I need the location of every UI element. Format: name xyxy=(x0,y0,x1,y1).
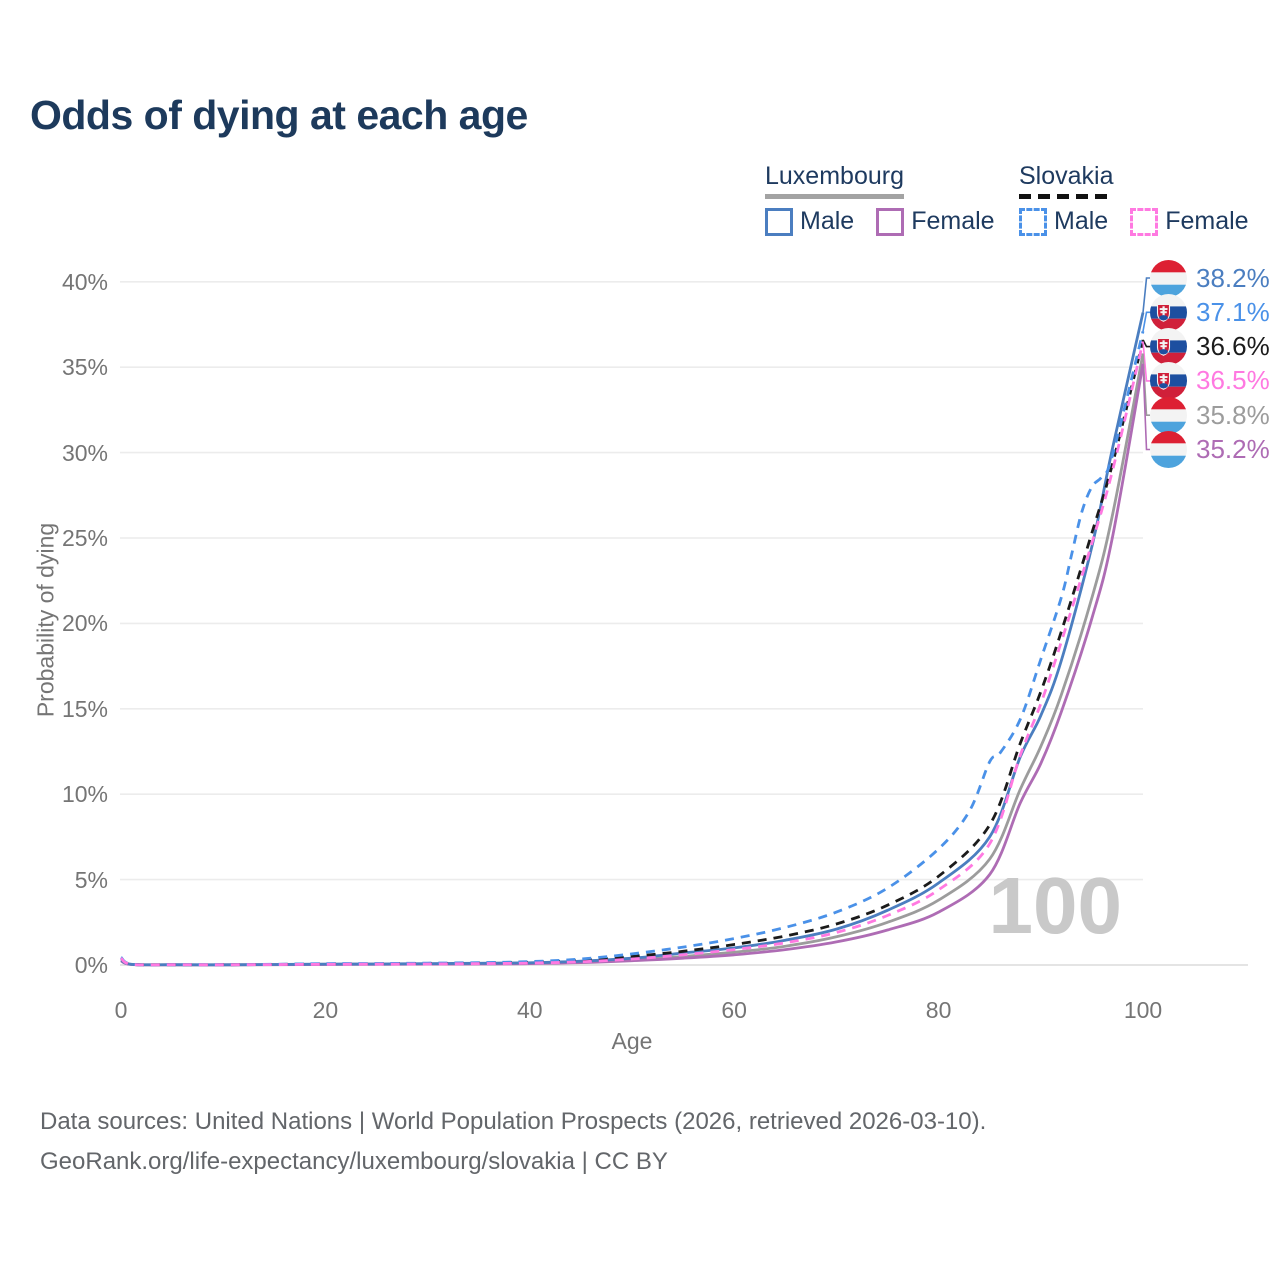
end-value: 36.5% xyxy=(1196,365,1270,396)
page-title: Odds of dying at each age xyxy=(30,92,528,138)
connector-36.6% xyxy=(1142,339,1150,348)
legend-title-luxembourg-label: Luxembourg xyxy=(765,162,904,190)
connector-38.2% xyxy=(1142,277,1150,313)
x-tick-40: 40 xyxy=(517,997,543,1023)
legend-title-luxembourg: Luxembourg xyxy=(765,162,904,199)
x-axis-title: Age xyxy=(611,1028,653,1054)
x-tick-20: 20 xyxy=(312,997,339,1023)
end-label-luxembourg-38.2%: 38.2% xyxy=(1150,259,1270,297)
end-value: 36.6% xyxy=(1196,331,1270,362)
x-tick-80: 80 xyxy=(925,997,952,1023)
end-value: 35.8% xyxy=(1196,399,1270,430)
connector-35.2% xyxy=(1142,363,1150,451)
age-watermark: 100 xyxy=(988,861,1122,950)
end-value: 37.1% xyxy=(1196,296,1270,327)
luxembourg-solid-line-swatch xyxy=(765,194,904,199)
legend-group-slovakia: Slovakia Male Female xyxy=(1019,162,1271,236)
luxembourg-flag-icon xyxy=(1150,259,1187,297)
series-line-svk-female xyxy=(120,341,1145,967)
luxembourg-female-swatch xyxy=(876,207,905,236)
legend-label-lux-female: Female xyxy=(911,207,995,235)
legend-group-luxembourg: Luxembourg Male Female xyxy=(765,162,1017,236)
end-label-luxembourg-35.2%: 35.2% xyxy=(1150,431,1270,468)
slovakia-female-swatch xyxy=(1130,207,1159,236)
gridlines xyxy=(120,280,1248,966)
y-tick-30%: 30% xyxy=(61,439,108,466)
luxembourg-flag-icon xyxy=(1150,431,1187,468)
y-tick-15%: 15% xyxy=(61,695,108,722)
slovakia-male-swatch xyxy=(1019,207,1047,236)
slovakia-dashed-line-swatch xyxy=(1019,194,1114,199)
end-label-slovakia-37.1%: 37.1% xyxy=(1150,293,1270,331)
x-tick-100: 100 xyxy=(1123,997,1163,1023)
end-value: 35.2% xyxy=(1196,434,1270,464)
legend-title-slovakia-label: Slovakia xyxy=(1019,162,1114,190)
x-tick-0: 0 xyxy=(114,997,128,1023)
end-label-slovakia-36.6%: 36.6% xyxy=(1150,328,1270,366)
y-tick-40%: 40% xyxy=(61,268,108,295)
slovakia-flag-icon xyxy=(1150,328,1187,366)
luxembourg-male-swatch xyxy=(765,207,793,236)
end-label-luxembourg-35.8%: 35.8% xyxy=(1150,396,1270,434)
y-tick-20%: 20% xyxy=(61,610,108,637)
y-tick-25%: 25% xyxy=(61,525,108,551)
label-connectors xyxy=(1142,277,1150,451)
legend-title-slovakia: Slovakia xyxy=(1019,162,1114,199)
y-tick-35%: 35% xyxy=(61,354,108,381)
legend-label-lux-male: Male xyxy=(800,207,855,235)
attribution-line: GeoRank.org/life-expectancy/luxembourg/s… xyxy=(40,1148,668,1175)
end-label-slovakia-36.5%: 36.5% xyxy=(1150,362,1270,400)
connector-37.1% xyxy=(1142,311,1150,332)
y-tick-10%: 10% xyxy=(61,781,108,808)
legend-label-svk-female: Female xyxy=(1165,207,1249,235)
y-tick-5%: 5% xyxy=(74,866,108,893)
slovakia-flag-icon xyxy=(1150,293,1187,331)
legend-label-svk-male: Male xyxy=(1054,207,1109,235)
connector-36.5% xyxy=(1142,341,1150,382)
x-tick-60: 60 xyxy=(721,997,747,1023)
slovakia-flag-icon xyxy=(1150,362,1187,400)
luxembourg-flag-icon xyxy=(1150,396,1187,434)
data-source-line: Data sources: United Nations | World Pop… xyxy=(40,1108,987,1135)
series-lines xyxy=(120,312,1145,967)
end-value: 38.2% xyxy=(1196,262,1270,293)
y-tick-0%: 0% xyxy=(74,952,108,978)
